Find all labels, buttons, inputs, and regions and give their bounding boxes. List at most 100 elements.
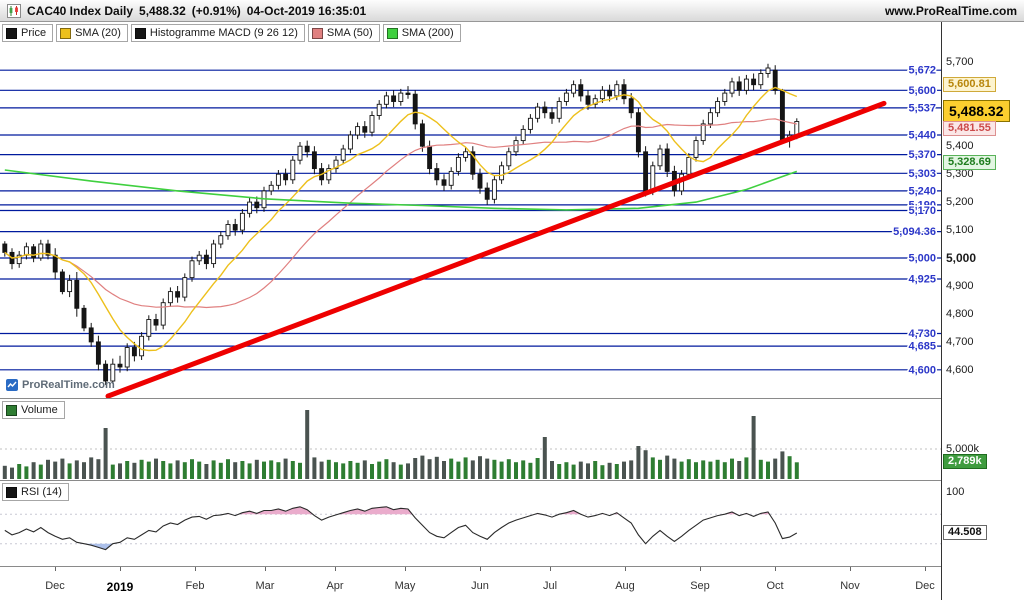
instrument-chart-icon [7,3,21,18]
rsi-overbought-fill [224,506,770,515]
month-tick [700,567,701,571]
indicator-color-swatch [311,27,323,39]
sma-200-line [4,169,798,211]
svg-text:5,370: 5,370 [908,149,936,161]
indicator-legend-label: SMA (200) [401,27,454,39]
price-axis-label: 5,700 [946,56,974,69]
indicator-legend-label: RSI (14) [21,486,62,498]
title-bar: CAC40 Index Daily 5,488.32 (+0.91%) 04-O… [0,0,1024,22]
volume-bars [2,410,799,479]
month-tick [335,567,336,571]
price-legend-row: Price SMA (20) Histogramme MACD (9 26 12) S… [2,24,461,42]
svg-text:5,303: 5,303 [908,168,936,180]
price-axis-label: 5,200 [946,196,974,209]
price-axis-label: 5,100 [946,224,974,237]
svg-text:5,170: 5,170 [908,205,936,217]
volume-value-badge: 2,789k [943,454,987,469]
month-tick [550,567,551,571]
time-axis[interactable]: Dec 2019 Feb Mar Apr May Jun Jul Aug Sep Oct Nov Dec [0,567,941,600]
indicator-legend-label: Price [21,27,47,39]
month-label: Mar [255,580,275,592]
last-price-badge: 5,488.32 [943,100,1010,122]
price-axis-label: 5,400 [946,140,974,153]
indicator-color-swatch [6,486,17,498]
month-tick [925,567,926,571]
svg-text:5,000: 5,000 [908,253,936,265]
svg-text:5,537: 5,537 [908,102,936,114]
sma20-value-badge: 5,600.81 [943,77,996,92]
panel-separator [0,566,941,567]
svg-text:4,730: 4,730 [908,328,936,340]
month-label: Apr [326,580,344,592]
volume-axis-label: 5,000k [946,443,980,455]
sr-labels: 5,672 5,600 5,537 5,440 5,370 5,303 5,240 5,190… [892,63,938,378]
price-axis-label: 4,600 [946,363,974,376]
svg-text:5,094.36: 5,094.36 [893,226,936,238]
indicator-legend-item[interactable]: SMA (20) [56,24,128,42]
month-label: Aug [615,580,635,592]
volume-legend-row: Volume [2,401,65,419]
svg-text:5,240: 5,240 [908,185,936,197]
month-tick [265,567,266,571]
indicator-legend-item[interactable]: Histogramme MACD (9 26 12) [130,24,305,42]
rsi-legend-row: RSI (14) [2,483,69,501]
indicator-legend-label: SMA (20) [75,27,121,39]
indicator-color-swatch [386,27,398,39]
month-label: Jul [542,580,558,592]
indicator-color-swatch [60,27,72,39]
rsi-value-badge: 44.508 [943,525,987,540]
rsi-legend-item[interactable]: RSI (14) [2,483,69,501]
month-tick [850,567,851,571]
month-tick [405,567,406,571]
price-chart-canvas[interactable]: 5,672 5,600 5,537 5,440 5,370 5,303 5,240 5,190… [0,22,941,399]
indicator-legend-label: Volume [21,404,58,416]
candlesticks [2,63,800,385]
prorealtime-logo-icon [6,379,18,391]
trendline[interactable] [105,100,887,399]
month-label: Jun [471,580,489,592]
sma-50-line [4,118,797,309]
watermark[interactable]: ProRealTime.com [6,379,115,391]
indicator-legend-item[interactable]: Price [2,24,54,42]
svg-text:4,685: 4,685 [908,341,936,353]
indicator-legend-label: Histogramme MACD (9 26 12) [149,27,298,39]
month-tick [120,567,121,571]
rsi-panel: RSI (14) [0,481,941,567]
indicator-legend-label: SMA (50) [326,27,373,39]
panel-separator [0,480,941,481]
volume-chart-canvas[interactable] [0,399,941,481]
svg-text:5,440: 5,440 [908,130,936,142]
indicator-legend-item[interactable]: SMA (50) [307,24,380,42]
price-axis-label: 5,300 [946,168,974,181]
last-price-title: 5,488.32 [139,3,186,18]
month-label: Nov [840,580,860,592]
price-axis[interactable]: 5,700 5,400 5,300 5,200 5,100 5,000 4,900 4,800… [941,22,1024,600]
rsi-line [4,506,798,551]
volume-legend-item[interactable]: Volume [2,401,65,419]
month-tick [195,567,196,571]
rsi-chart-canvas[interactable] [0,481,941,567]
svg-text:5,190: 5,190 [908,199,936,211]
month-label: Sep [690,580,710,592]
indicator-legend-item[interactable]: SMA (200) [382,24,461,42]
volume-panel: Volume [0,399,941,481]
svg-text:5,672: 5,672 [908,65,936,77]
indicator-color-swatch [134,27,146,39]
svg-text:4,925: 4,925 [908,274,936,286]
watermark-text: ProRealTime.com [22,379,115,391]
sma-20-line [4,86,798,352]
month-tick [55,567,56,571]
sma200-value-badge: 5,328.69 [943,155,996,170]
svg-text:4,600: 4,600 [908,364,936,376]
sma50-value-badge: 5,481.55 [943,121,996,136]
quote-datetime: 04-Oct-2019 16:35:01 [246,3,367,18]
month-label: Feb [185,580,205,592]
rsi-axis-label: 100 [946,486,965,498]
month-label: Dec [915,580,935,592]
indicator-color-swatch [6,404,17,416]
price-axis-label: 4,900 [946,280,974,292]
month-label: May [394,580,416,592]
month-tick [480,567,481,571]
svg-text:5,600: 5,600 [908,85,936,97]
